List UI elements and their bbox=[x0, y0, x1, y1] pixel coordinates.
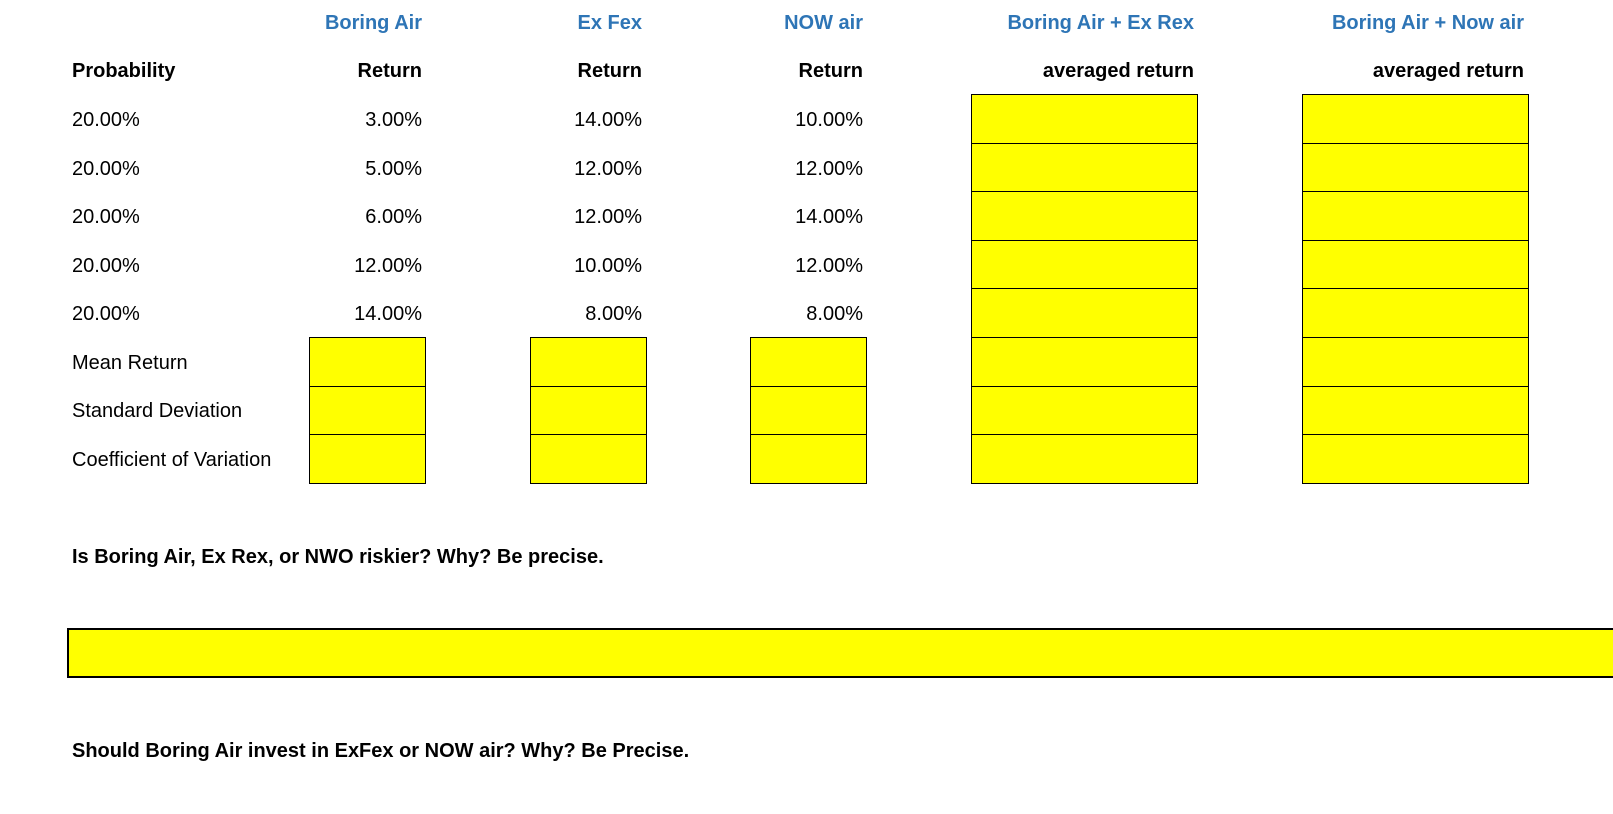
ex-fex-return-cell: 12.00% bbox=[574, 206, 642, 228]
prob-cell: 20.00% bbox=[72, 303, 140, 325]
header-now-air: NOW air bbox=[784, 12, 863, 34]
header-boring-air: Boring Air bbox=[324, 12, 422, 34]
now-air-cv-input[interactable] bbox=[750, 434, 867, 484]
boring-air-mean-input[interactable] bbox=[309, 337, 426, 387]
portfolio-now-air-input[interactable] bbox=[1302, 240, 1529, 290]
ex-fex-return-cell: 10.00% bbox=[574, 255, 642, 277]
question-invest: Should Boring Air invest in ExFex or NOW… bbox=[72, 740, 690, 762]
prob-cell: 20.00% bbox=[72, 109, 140, 131]
portfolio-ex-rex-input[interactable] bbox=[971, 94, 1198, 144]
ex-fex-cv-input[interactable] bbox=[530, 434, 647, 484]
boring-air-return-cell: 5.00% bbox=[365, 158, 422, 180]
header-boring-ex-rex: Boring Air + Ex Rex bbox=[1007, 12, 1194, 34]
header-ex-fex: Ex Fex bbox=[577, 12, 642, 34]
boring-air-return-cell: 14.00% bbox=[354, 303, 422, 325]
answer-riskier-input[interactable] bbox=[67, 628, 1613, 678]
boring-air-return-cell: 6.00% bbox=[365, 206, 422, 228]
boring-air-cv-input[interactable] bbox=[309, 434, 426, 484]
ex-fex-return-cell: 14.00% bbox=[574, 109, 642, 131]
portfolio-now-air-input[interactable] bbox=[1302, 94, 1529, 144]
now-air-stdev-input[interactable] bbox=[750, 386, 867, 436]
ex-fex-stdev-input[interactable] bbox=[530, 386, 647, 436]
now-air-return-cell: 12.00% bbox=[795, 255, 863, 277]
portfolio-now-air-mean-input[interactable] bbox=[1302, 337, 1529, 387]
ex-fex-return-cell: 12.00% bbox=[574, 158, 642, 180]
subheader-return: Return bbox=[357, 60, 422, 82]
mean-return-label: Mean Return bbox=[72, 352, 188, 374]
boring-air-stdev-input[interactable] bbox=[309, 386, 426, 436]
boring-air-return-cell: 12.00% bbox=[354, 255, 422, 277]
portfolio-now-air-cv-input[interactable] bbox=[1302, 434, 1529, 484]
now-air-return-cell: 8.00% bbox=[806, 303, 863, 325]
ex-fex-mean-input[interactable] bbox=[530, 337, 647, 387]
portfolio-ex-rex-input[interactable] bbox=[971, 240, 1198, 290]
portfolio-ex-rex-stdev-input[interactable] bbox=[971, 386, 1198, 436]
portfolio-now-air-input[interactable] bbox=[1302, 288, 1529, 338]
header-boring-now-air: Boring Air + Now air bbox=[1331, 12, 1524, 34]
prob-cell: 20.00% bbox=[72, 255, 140, 277]
portfolio-now-air-input[interactable] bbox=[1302, 191, 1529, 241]
question-riskier: Is Boring Air, Ex Rex, or NWO riskier? W… bbox=[72, 546, 604, 568]
header-probability: Probability bbox=[72, 60, 176, 82]
portfolio-ex-rex-input[interactable] bbox=[971, 288, 1198, 338]
portfolio-ex-rex-cv-input[interactable] bbox=[971, 434, 1198, 484]
subheader-averaged-return: averaged return bbox=[1372, 60, 1524, 82]
portfolio-ex-rex-input[interactable] bbox=[971, 191, 1198, 241]
now-air-return-cell: 14.00% bbox=[795, 206, 863, 228]
now-air-mean-input[interactable] bbox=[750, 337, 867, 387]
standard-deviation-label: Standard Deviation bbox=[72, 400, 243, 422]
portfolio-now-air-stdev-input[interactable] bbox=[1302, 386, 1529, 436]
prob-cell: 20.00% bbox=[72, 206, 140, 228]
ex-fex-return-cell: 8.00% bbox=[585, 303, 642, 325]
now-air-return-cell: 10.00% bbox=[795, 109, 863, 131]
portfolio-ex-rex-input[interactable] bbox=[971, 143, 1198, 193]
portfolio-ex-rex-mean-input[interactable] bbox=[971, 337, 1198, 387]
portfolio-now-air-input[interactable] bbox=[1302, 143, 1529, 193]
boring-air-return-cell: 3.00% bbox=[365, 109, 422, 131]
prob-cell: 20.00% bbox=[72, 158, 140, 180]
subheader-return: Return bbox=[577, 60, 642, 82]
coefficient-of-variation-label: Coefficient of Variation bbox=[72, 449, 272, 471]
now-air-return-cell: 12.00% bbox=[795, 158, 863, 180]
subheader-averaged-return: averaged return bbox=[1042, 60, 1194, 82]
subheader-return: Return bbox=[798, 60, 863, 82]
